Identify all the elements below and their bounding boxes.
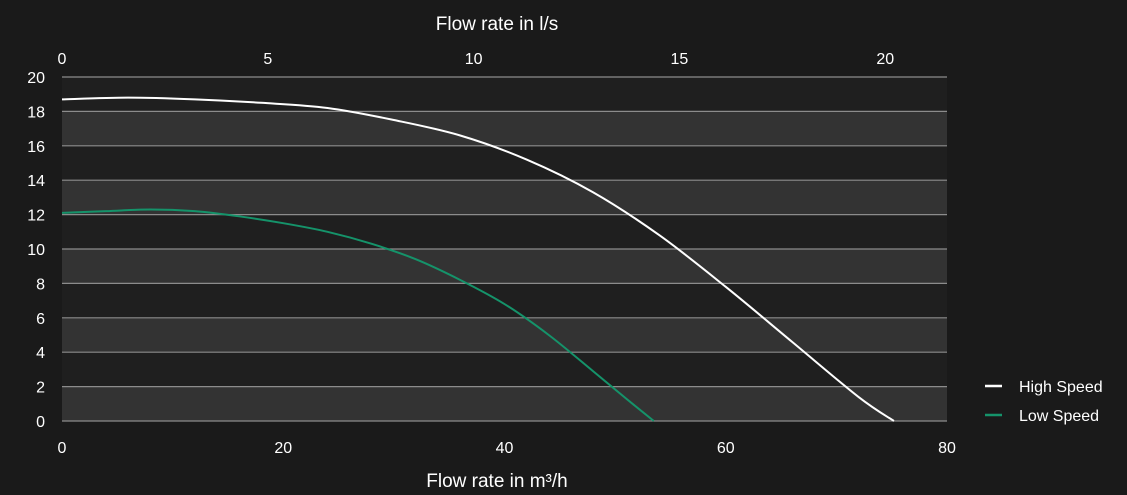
- y-tick-label: 6: [36, 311, 45, 328]
- y-tick-label: 10: [27, 242, 45, 259]
- x-tick-label: 40: [496, 440, 514, 457]
- y-tick-label: 20: [27, 70, 45, 87]
- x2-tick-label: 0: [58, 51, 67, 68]
- plot-band: [62, 317, 947, 353]
- y-tick-label: 18: [27, 104, 45, 121]
- series-line-high-speed: [61, 96, 895, 422]
- plot-band: [62, 386, 947, 421]
- y-tick-labels: 0 2 4 6 8 10 12 14 16 18 20: [27, 70, 45, 431]
- x-tick-label: 60: [717, 440, 735, 457]
- plot-band: [62, 180, 947, 215]
- x2-tick-label: 15: [671, 51, 689, 68]
- plot-band: [62, 352, 947, 387]
- plot-bands: [62, 77, 947, 421]
- x2-tick-labels: 0 5 10 15 20: [58, 51, 895, 68]
- x-tick-label: 20: [274, 440, 292, 457]
- x-tick-label: 80: [938, 440, 956, 457]
- x-tick-label: 0: [58, 440, 67, 457]
- x2-tick-label: 10: [465, 51, 483, 68]
- x-axis-title: Flow rate in m³/h: [426, 471, 567, 492]
- legend: High Speed Low Speed: [985, 379, 1103, 425]
- x2-tick-label: 20: [876, 51, 894, 68]
- y-tick-label: 4: [36, 345, 45, 362]
- gridlines: [62, 76, 947, 422]
- plot-band: [62, 249, 947, 284]
- y-tick-label: 16: [27, 139, 45, 156]
- x2-tick-label: 5: [263, 51, 272, 68]
- y-tick-label: 0: [36, 414, 45, 431]
- series-layer: [61, 96, 895, 422]
- plot-band: [62, 111, 947, 146]
- y-tick-label: 2: [36, 380, 45, 397]
- plot-band: [62, 214, 947, 249]
- x-tick-labels: 0 20 40 60 80: [58, 440, 956, 457]
- legend-label: Low Speed: [1019, 408, 1099, 425]
- y-tick-label: 12: [27, 208, 45, 225]
- plot-band: [62, 283, 947, 318]
- y-tick-label: 8: [36, 276, 45, 293]
- y-tick-label: 14: [27, 173, 45, 190]
- legend-label: High Speed: [1019, 379, 1103, 396]
- plot-band: [62, 77, 947, 112]
- x2-axis-title: Flow rate in l/s: [436, 14, 558, 35]
- series-line-low-speed: [61, 208, 655, 422]
